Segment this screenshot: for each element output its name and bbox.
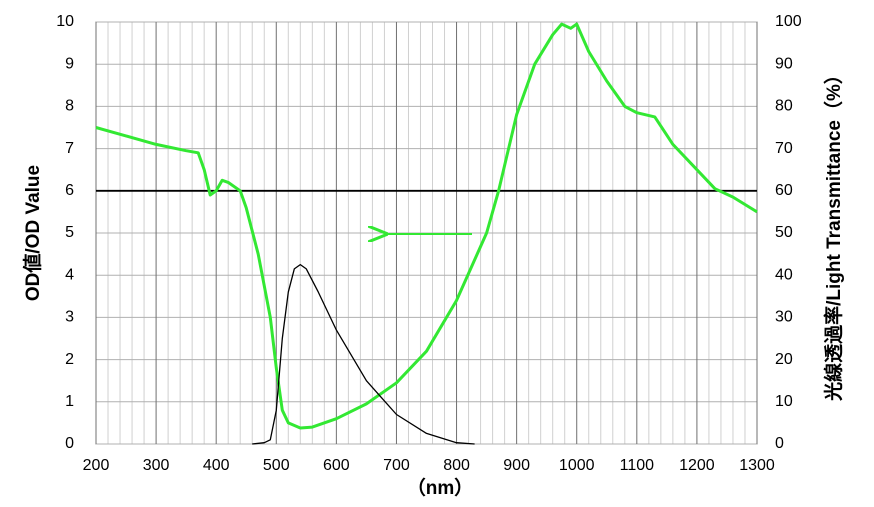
x-tick-label: 400 — [203, 457, 230, 474]
y2-tick-label: 20 — [775, 351, 793, 368]
y2-tick-label: 30 — [775, 309, 793, 326]
x-tick-label: 500 — [263, 457, 290, 474]
x-tick-label: 1200 — [679, 457, 715, 474]
x-tick-label: 700 — [383, 457, 410, 474]
x-tick-label: 900 — [503, 457, 530, 474]
y2-tick-label: 90 — [775, 55, 793, 72]
x-axis-title: （nm） — [407, 476, 474, 499]
data-line — [252, 263, 475, 445]
y-tick-label: 2 — [65, 351, 74, 368]
y2-tick-label: 10 — [775, 393, 793, 410]
y-tick-label: 6 — [65, 182, 74, 199]
y2-tick-label: 80 — [775, 98, 793, 115]
data-line — [95, 22, 758, 430]
y-tick-label: 9 — [65, 55, 74, 72]
y2-axis-title: 光線透過率/Light Transmittance（%） — [822, 65, 845, 402]
y2-tick-label: 70 — [775, 140, 793, 157]
y-tick-label: 5 — [65, 224, 74, 241]
x-tick-label: 800 — [443, 457, 470, 474]
y-tick-label: 8 — [65, 98, 74, 115]
y2-tick-label: 60 — [775, 182, 793, 199]
y-tick-label: 10 — [56, 13, 74, 30]
y-tick-label: 1 — [65, 393, 74, 410]
x-tick-label: 200 — [83, 457, 110, 474]
y2-tick-label: 40 — [775, 266, 793, 283]
y-tick-label: 3 — [65, 309, 74, 326]
x-tick-label: 1300 — [739, 457, 775, 474]
y-axis-title: OD値/OD Value — [22, 165, 44, 301]
y2-tick-label: 0 — [775, 435, 784, 452]
x-tick-label: 1100 — [620, 457, 655, 474]
y-tick-label: 0 — [65, 435, 74, 452]
y-tick-label: 7 — [65, 140, 74, 157]
x-tick-label: 600 — [323, 457, 350, 474]
x-tick-label: 300 — [143, 457, 170, 474]
x-tick-label: 1000 — [559, 457, 595, 474]
y2-tick-label: 50 — [775, 224, 793, 241]
y2-tick-label: 100 — [775, 13, 802, 30]
y-tick-label: 4 — [65, 266, 74, 283]
